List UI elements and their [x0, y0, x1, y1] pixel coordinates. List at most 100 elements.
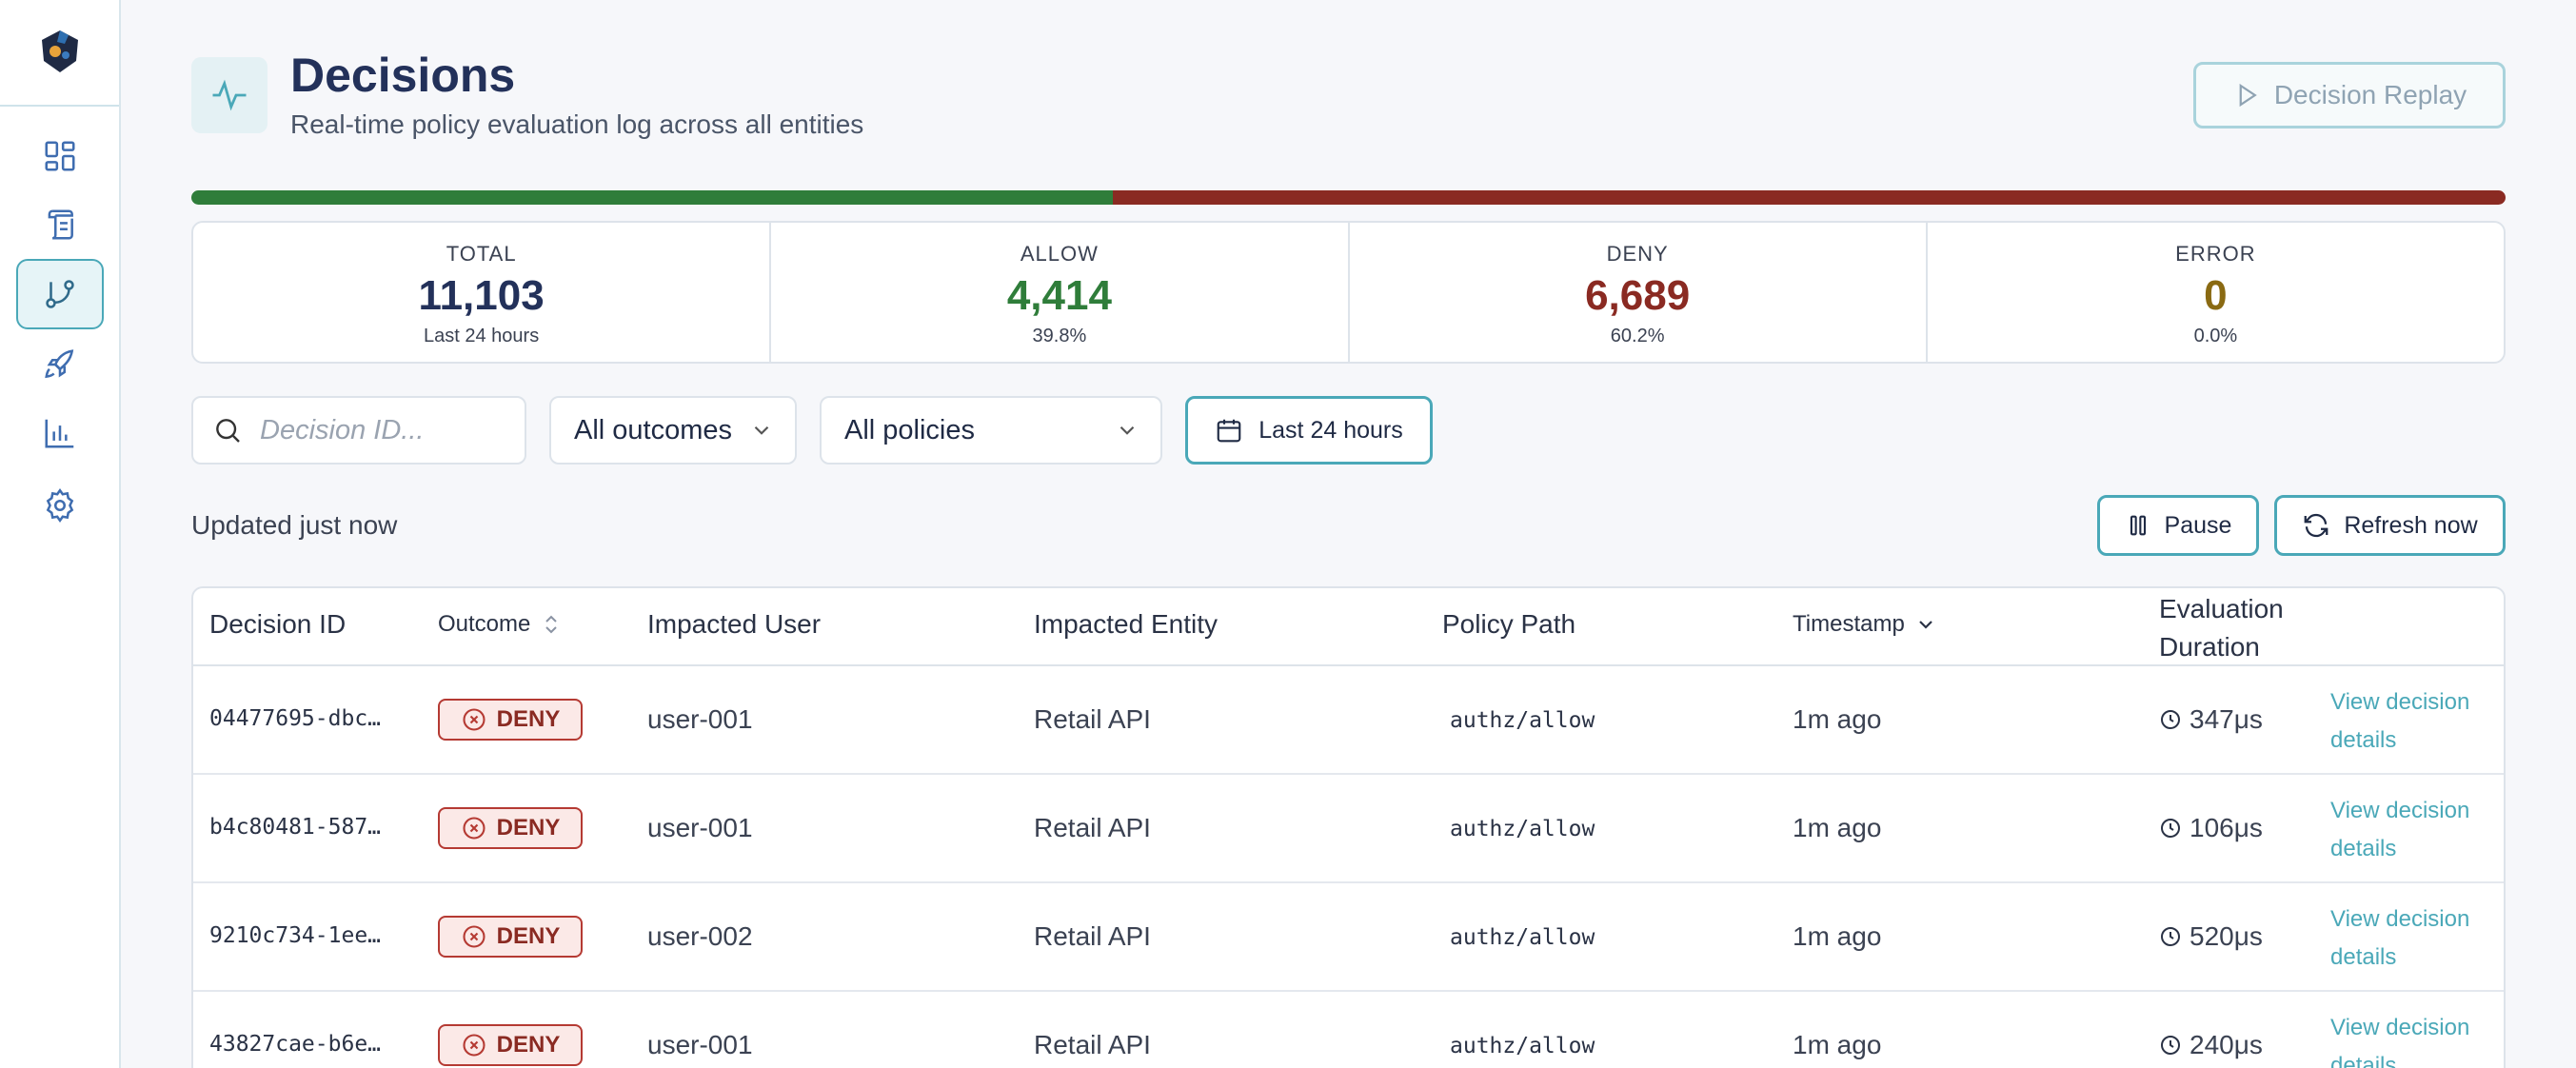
col-timestamp-label: Timestamp	[1793, 611, 1905, 637]
impacted-user-cell: user-001	[647, 1030, 753, 1059]
impacted-user-cell: user-001	[647, 704, 753, 734]
nav-analytics[interactable]	[16, 398, 104, 468]
refresh-label: Refresh now	[2344, 511, 2478, 539]
x-circle-icon	[463, 1034, 485, 1057]
table-row[interactable]: 04477695-dbc… DENY user-001 Retail API a…	[193, 666, 2504, 775]
outcome-filter-select[interactable]: All outcomes	[549, 396, 797, 465]
policy-path-cell: authz/allow	[1450, 1034, 1595, 1058]
stat-label: DENY	[1606, 242, 1669, 266]
ratio-deny-segment	[1112, 190, 2506, 205]
view-decision-details-link[interactable]: View decision details	[2330, 689, 2470, 753]
table-row[interactable]: 9210c734-1ee… DENY user-002 Retail API a…	[193, 883, 2504, 992]
table-header: Decision ID Outcome Impacted User Impact…	[193, 588, 2504, 666]
nav-settings[interactable]	[16, 470, 104, 541]
chevron-down-icon	[754, 425, 769, 435]
col-outcome-label: Outcome	[438, 611, 531, 637]
decision-replay-label: Decision Replay	[2273, 80, 2467, 109]
duration-value: 520μs	[2190, 921, 2263, 951]
decision-replay-button[interactable]: Decision Replay	[2193, 62, 2506, 129]
stat-label: ALLOW	[1020, 242, 1099, 266]
col-decision-id: Decision ID	[209, 609, 347, 639]
pause-label: Pause	[2164, 511, 2232, 539]
nav-decisions[interactable]	[16, 259, 104, 329]
stat-sub: 60.2%	[1610, 326, 1665, 346]
policy-path-cell: authz/allow	[1450, 925, 1595, 950]
duration-value: 240μs	[2190, 1030, 2263, 1059]
duration-value: 106μs	[2190, 813, 2263, 842]
sidebar	[0, 0, 121, 1068]
date-range-button[interactable]: Last 24 hours	[1185, 396, 1433, 465]
table-row[interactable]: 43827cae-b6e… DENY user-001 Retail API a…	[193, 992, 2504, 1068]
search-box[interactable]	[191, 396, 526, 465]
clock-icon	[2161, 819, 2180, 838]
decision-id-search-input[interactable]	[260, 414, 507, 446]
page-title: Decisions	[290, 49, 516, 102]
decision-id-cell[interactable]: 43827cae-b6e…	[209, 1032, 382, 1057]
page-subtitle: Real-time policy evaluation log across a…	[290, 109, 864, 139]
outcome-label: DENY	[496, 706, 561, 732]
refresh-button[interactable]: Refresh now	[2274, 495, 2506, 556]
stat-error: ERROR 0 0.0%	[1928, 223, 2504, 362]
outcome-label: DENY	[496, 1032, 561, 1058]
stat-sub: 0.0%	[2193, 326, 2238, 346]
impacted-entity-cell: Retail API	[1034, 704, 1151, 734]
view-decision-details-link[interactable]: View decision details	[2330, 906, 2470, 970]
pause-icon	[2130, 515, 2146, 536]
bar-chart-icon	[45, 419, 74, 448]
timestamp-cell: 1m ago	[1793, 813, 1882, 842]
table-row[interactable]: b4c80481-587… DENY user-001 Retail API a…	[193, 775, 2504, 883]
stat-sub: Last 24 hours	[424, 326, 540, 346]
timestamp-cell: 1m ago	[1793, 921, 1882, 951]
app-logo[interactable]	[36, 27, 84, 76]
view-decision-details-link[interactable]: View decision details	[2330, 798, 2470, 861]
col-timestamp[interactable]: Timestamp	[1793, 611, 1937, 638]
stat-value: 6,689	[1585, 272, 1691, 319]
stat-value: 11,103	[418, 272, 545, 319]
x-circle-icon	[463, 817, 485, 840]
policy-path-cell: authz/allow	[1450, 817, 1595, 841]
decision-id-cell[interactable]: 04477695-dbc…	[209, 706, 382, 731]
clock-icon	[2161, 710, 2180, 729]
search-icon	[216, 419, 240, 443]
duration-cell: 520μs	[2159, 921, 2263, 952]
x-circle-icon	[463, 708, 485, 731]
col-impacted-user: Impacted User	[647, 609, 822, 639]
stat-label: TOTAL	[446, 242, 517, 266]
nav-dashboard[interactable]	[16, 121, 104, 191]
policy-filter-value: All policies	[844, 414, 975, 445]
chevron-down-icon	[1919, 621, 1932, 629]
policy-filter-select[interactable]: All policies	[820, 396, 1162, 465]
x-circle-icon	[463, 925, 485, 948]
dashboard-icon	[45, 141, 75, 171]
stats-panel: TOTAL 11,103 Last 24 hours ALLOW 4,414 3…	[191, 221, 2506, 364]
decisions-table: Decision ID Outcome Impacted User Impact…	[191, 586, 2506, 1068]
impacted-entity-cell: Retail API	[1034, 921, 1151, 951]
sort-icon	[545, 615, 558, 634]
decision-id-cell[interactable]: 9210c734-1ee…	[209, 923, 382, 948]
pause-button[interactable]: Pause	[2097, 495, 2259, 556]
nav-deployments[interactable]	[16, 329, 104, 400]
col-duration-line1: Evaluation	[2159, 594, 2284, 623]
stat-label: ERROR	[2175, 242, 2256, 266]
col-outcome[interactable]: Outcome	[438, 611, 563, 638]
impacted-entity-cell: Retail API	[1034, 813, 1151, 842]
view-decision-details-link[interactable]: View decision details	[2330, 1015, 2470, 1068]
stat-total: TOTAL 11,103 Last 24 hours	[193, 223, 772, 362]
activity-icon	[191, 57, 268, 133]
outcome-label: DENY	[496, 923, 561, 949]
refresh-icon	[2304, 513, 2328, 538]
outcome-badge: DENY	[438, 807, 583, 849]
stat-allow: ALLOW 4,414 39.8%	[771, 223, 1350, 362]
gear-icon	[46, 487, 74, 524]
updated-status: Updated just now	[191, 510, 398, 540]
ratio-allow-segment	[191, 190, 1113, 205]
stat-deny: DENY 6,689 60.2%	[1350, 223, 1928, 362]
duration-value: 347μs	[2190, 704, 2263, 734]
decision-id-cell[interactable]: b4c80481-587…	[209, 815, 382, 840]
outcome-badge: DENY	[438, 916, 583, 958]
date-range-label: Last 24 hours	[1258, 416, 1403, 444]
timestamp-cell: 1m ago	[1793, 1030, 1882, 1059]
timestamp-cell: 1m ago	[1793, 704, 1882, 734]
outcome-badge: DENY	[438, 699, 583, 741]
nav-policies[interactable]	[16, 189, 104, 260]
